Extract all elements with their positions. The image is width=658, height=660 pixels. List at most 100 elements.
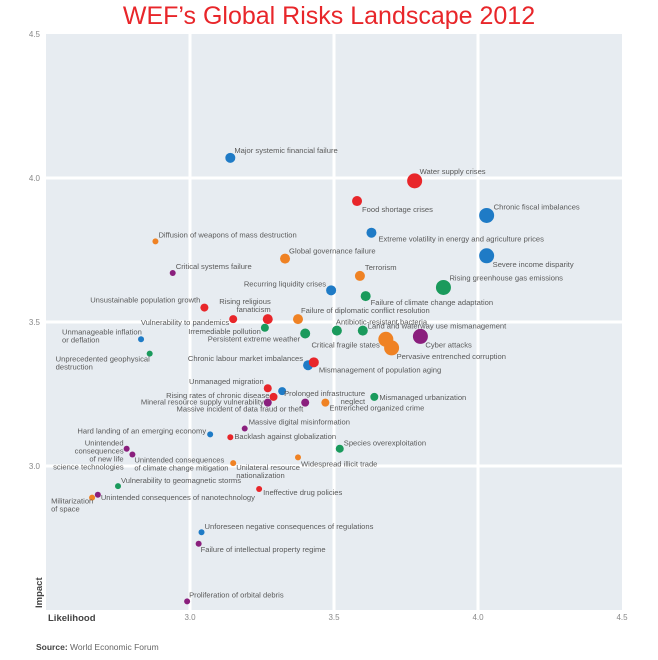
- risk-marker: [198, 529, 205, 536]
- risk-label: Unintended consequences of nanotechnolog…: [101, 493, 255, 502]
- risk-point: Massive digital misinformation: [241, 418, 350, 432]
- risk-marker: [263, 384, 272, 393]
- risk-point: Rising greenhouse gas emissions: [435, 273, 563, 295]
- risk-point: Unprecedented geophysical destruction: [56, 350, 153, 372]
- risk-marker: [321, 398, 330, 407]
- risk-label: Chronic fiscal imbalances: [494, 202, 580, 211]
- risk-point: Militarization of space: [51, 494, 96, 514]
- risk-label: Vulnerability to pandemics: [141, 318, 230, 327]
- risk-point: Unmanaged migration: [189, 377, 272, 393]
- risk-label: Hard landing of an emerging economy: [77, 426, 206, 435]
- risk-point: Terrorism: [354, 263, 397, 281]
- risk-marker: [89, 494, 96, 501]
- risk-marker: [200, 303, 209, 312]
- risk-marker: [435, 279, 451, 295]
- risk-point: Persistent extreme weather: [208, 328, 311, 344]
- x-tick-label: 3.0: [184, 613, 196, 622]
- source-text: World Economic Forum: [70, 642, 159, 652]
- risk-point: Extreme volatility in energy and agricul…: [366, 227, 544, 244]
- risk-point: Prolonged infrastructure neglect: [278, 387, 366, 406]
- risk-marker: [280, 253, 291, 264]
- risk-point: Mismanagement of population aging: [308, 357, 441, 374]
- risk-marker: [354, 270, 365, 281]
- risk-marker: [129, 451, 136, 458]
- risk-label: Critical systems failure: [176, 262, 252, 271]
- x-tick-label: 4.5: [616, 613, 628, 622]
- risk-marker: [360, 291, 371, 302]
- risk-label: Massive incident of data fraud or theft: [177, 405, 305, 414]
- risk-label: Proliferation of orbital debris: [189, 590, 284, 599]
- chart-title: WEF’s Global Risks Landscape 2012: [122, 2, 536, 30]
- risk-label: Water supply crises: [420, 167, 486, 176]
- risk-marker: [241, 425, 248, 432]
- risk-marker: [326, 285, 337, 296]
- source-label: Source:: [36, 642, 68, 652]
- risk-label: Failure of intellectual property regime: [201, 545, 326, 554]
- risk-marker: [335, 444, 344, 453]
- risk-label: Backlash against globalization: [234, 432, 336, 441]
- risk-marker: [278, 387, 287, 396]
- risk-label: Major systemic financial failure: [234, 146, 337, 155]
- risk-marker: [384, 340, 400, 356]
- y-tick-label: 4.0: [29, 174, 41, 183]
- risk-marker: [366, 227, 377, 238]
- risk-label: Rising religious fanaticism: [219, 297, 271, 314]
- risk-point: Major systemic financial failure: [225, 146, 338, 163]
- risk-point: Pervasive entrenched corruption: [384, 340, 506, 361]
- risk-point: Land and waterway use mismanagement: [357, 322, 507, 336]
- risk-point: Widespread illicit trade: [295, 454, 377, 468]
- risk-point: Severe income disparity: [479, 248, 574, 269]
- risk-label: Land and waterway use mismanagement: [368, 322, 507, 331]
- risk-label: Unsustainable population growth: [90, 296, 200, 305]
- risk-label: Persistent extreme weather: [208, 335, 301, 344]
- risk-point: Unintended consequences of climate change…: [129, 451, 229, 472]
- risk-label: Militarization of space: [51, 497, 93, 514]
- risk-marker: [352, 196, 363, 207]
- y-tick-label: 4.5: [29, 30, 41, 39]
- source-note: Source: World Economic Forum: [36, 642, 159, 652]
- risk-label: Unilateral resource nationalization: [236, 463, 300, 480]
- risk-label: Unintended consequences of new life science…: [53, 439, 124, 472]
- risk-point: Unintended consequences of nanotechnolog…: [94, 491, 255, 502]
- risk-marker: [138, 336, 145, 343]
- risk-label: Pervasive entrenched corruption: [397, 352, 506, 361]
- risk-point: Vulnerability to pandemics: [141, 315, 238, 327]
- risk-marker: [227, 434, 234, 441]
- risk-point: Antibiotic-resistant bacteria: [331, 318, 428, 336]
- data-points: Major systemic financial failure Water su…: [51, 146, 580, 605]
- risk-label: Antibiotic-resistant bacteria: [336, 318, 428, 327]
- risk-point: Chronic fiscal imbalances: [479, 202, 580, 223]
- risk-label: Failure of climate change adaptation: [371, 298, 493, 307]
- risk-point: Water supply crises: [407, 167, 486, 189]
- risk-point: Unmanageable inflation or deflation: [62, 327, 145, 344]
- risk-point: Backlash against globalization: [227, 432, 336, 441]
- tick-labels: 3.0 3.5 4.0 4.5 3.0 3.5 4.0 4.5: [29, 30, 628, 622]
- risk-marker: [269, 392, 278, 401]
- risk-marker: [207, 431, 214, 438]
- risk-marker: [300, 328, 311, 339]
- risk-label: Unmanaged migration: [189, 377, 264, 386]
- risk-label: Mismanagement of population aging: [319, 365, 441, 374]
- risk-label: Failure of diplomatic conflict resolutio…: [301, 306, 430, 315]
- risk-marker: [370, 392, 379, 401]
- risk-marker: [301, 398, 310, 407]
- risk-label: Rising greenhouse gas emissions: [449, 273, 563, 282]
- risk-label: Unforeseen negative consequences of regu…: [205, 522, 374, 531]
- risk-label: Extreme volatility in energy and agricul…: [378, 235, 544, 244]
- risk-label: Global governance failure: [289, 247, 376, 256]
- risk-point: Vulnerability to geomagnetic storms: [115, 476, 241, 490]
- risk-point: Failure of climate change adaptation: [360, 291, 493, 307]
- risk-point: Unintended consequences of new life science…: [53, 439, 130, 472]
- risk-point: Unilateral resource nationalization: [230, 460, 300, 480]
- risk-point: Hard landing of an emerging economy: [77, 426, 214, 438]
- risk-point: Critical systems failure: [169, 262, 252, 277]
- risk-marker: [407, 173, 423, 189]
- risk-marker: [123, 445, 130, 452]
- x-tick-label: 4.0: [472, 613, 484, 622]
- risk-point: Species overexploitation: [335, 439, 426, 453]
- risk-label: Unintended consequences of climate change…: [134, 455, 228, 472]
- gridlines: [46, 34, 622, 610]
- risk-marker: [152, 238, 159, 245]
- risk-label: Rising rates of chronic disease: [166, 391, 269, 400]
